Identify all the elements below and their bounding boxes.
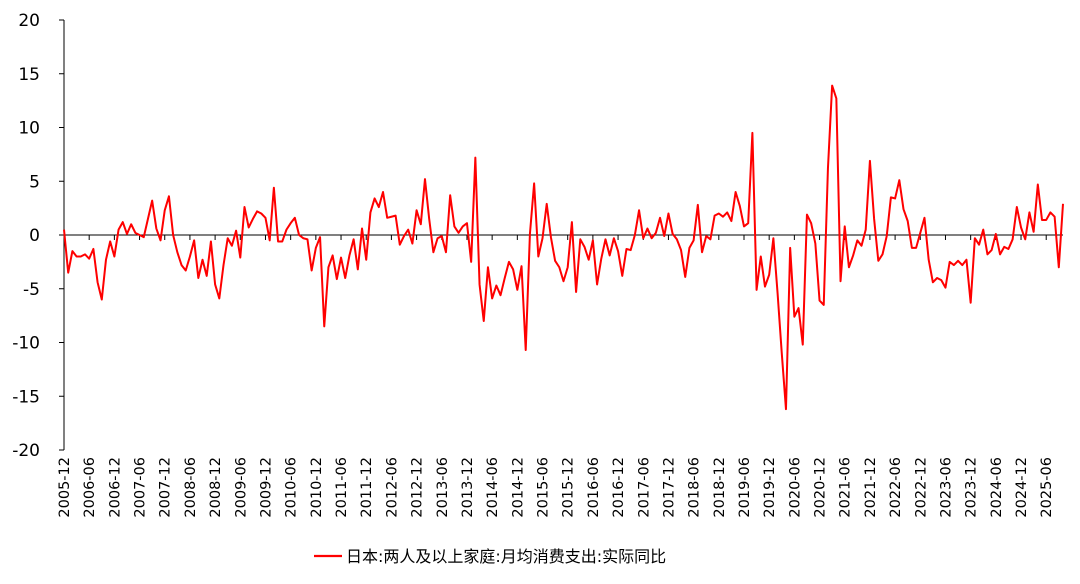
x-tick-label: 2016-12 xyxy=(611,457,627,518)
x-axis-ticks: 2005-12 2006-06 2006-12 2007-06 2007-12 2008-… xyxy=(57,235,1055,518)
x-tick-label: 2015-12 xyxy=(561,457,577,518)
x-tick-label: 2009-06 xyxy=(233,457,249,518)
x-tick-label: 2012-12 xyxy=(410,457,426,518)
x-tick-label: 2021-12 xyxy=(863,457,879,518)
y-axis-ticks: 20 15 10 5 0 -5 -10 -15 -20 xyxy=(12,11,64,461)
x-tick-label: 2023-06 xyxy=(938,457,954,518)
x-tick-label: 2019-12 xyxy=(762,457,778,518)
x-tick-label: 2012-06 xyxy=(384,457,400,518)
axes xyxy=(63,20,1063,450)
x-tick-label: 2022-06 xyxy=(888,457,904,518)
y-tick-label: 0 xyxy=(29,226,40,246)
x-tick-label: 2017-12 xyxy=(661,457,677,518)
x-tick-label: 2008-06 xyxy=(183,457,199,518)
x-tick-label: 2011-06 xyxy=(334,457,350,518)
legend-label: 日本:两人及以上家庭:月均消费支出:实际同比 xyxy=(346,547,666,566)
x-tick-label: 2024-12 xyxy=(1014,457,1030,518)
y-tick-label: -20 xyxy=(12,441,40,461)
x-tick-label: 2016-06 xyxy=(586,457,602,518)
y-tick-label: 20 xyxy=(18,11,40,31)
series-line xyxy=(63,84,1064,411)
x-tick-label: 2015-06 xyxy=(536,457,552,518)
x-tick-label: 2010-06 xyxy=(284,457,300,518)
x-tick-label: 2006-12 xyxy=(107,457,123,518)
x-tick-label: 2018-06 xyxy=(687,457,703,518)
x-tick-label: 2013-12 xyxy=(460,457,476,518)
y-tick-label: 10 xyxy=(18,119,40,139)
x-tick-label: 2020-12 xyxy=(813,457,829,518)
x-tick-label: 2007-12 xyxy=(158,457,174,518)
x-tick-label: 2025-06 xyxy=(1039,457,1055,518)
x-tick-label: 2019-06 xyxy=(737,457,753,518)
y-tick-label: -5 xyxy=(23,280,40,300)
x-tick-label: 2020-06 xyxy=(787,457,803,518)
x-tick-label: 2008-12 xyxy=(208,457,224,518)
x-tick-label: 2014-12 xyxy=(510,457,526,518)
x-tick-label: 2011-12 xyxy=(359,457,375,518)
y-tick-label: -10 xyxy=(12,334,40,354)
series-layer xyxy=(63,84,1064,411)
x-tick-label: 2010-12 xyxy=(309,457,325,518)
x-tick-label: 2005-12 xyxy=(57,457,73,518)
y-tick-label: 5 xyxy=(29,172,40,192)
y-tick-label: -15 xyxy=(12,387,40,407)
x-tick-label: 2017-06 xyxy=(636,457,652,518)
x-tick-label: 2006-06 xyxy=(82,457,98,518)
x-tick-label: 2013-06 xyxy=(435,457,451,518)
x-tick-label: 2024-06 xyxy=(989,457,1005,518)
x-tick-label: 2022-12 xyxy=(913,457,929,518)
x-tick-label: 2007-06 xyxy=(133,457,149,518)
x-tick-label: 2023-12 xyxy=(964,457,980,518)
x-tick-label: 2021-06 xyxy=(838,457,854,518)
legend: 日本:两人及以上家庭:月均消费支出:实际同比 xyxy=(314,547,666,566)
x-tick-label: 2014-06 xyxy=(485,457,501,518)
y-tick-label: 15 xyxy=(18,65,40,85)
x-tick-label: 2018-12 xyxy=(712,457,728,518)
x-tick-label: 2009-12 xyxy=(258,457,274,518)
